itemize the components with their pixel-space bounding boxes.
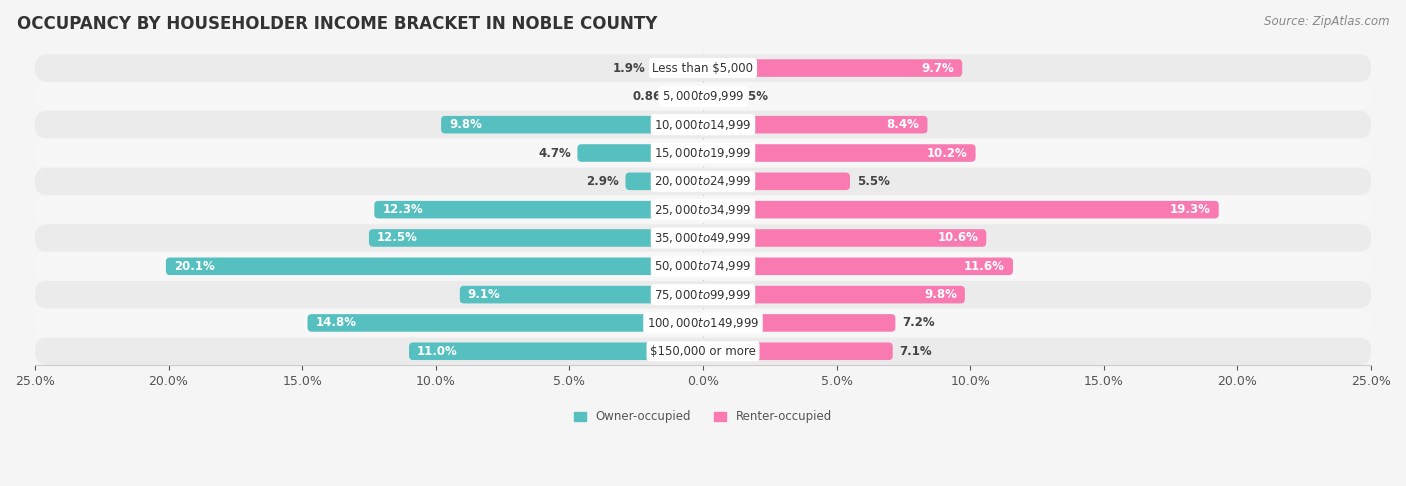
Text: 1.9%: 1.9%: [613, 62, 645, 74]
FancyBboxPatch shape: [35, 111, 1371, 139]
FancyBboxPatch shape: [409, 343, 703, 360]
Text: 19.3%: 19.3%: [1170, 203, 1211, 216]
Text: $75,000 to $99,999: $75,000 to $99,999: [654, 288, 752, 302]
FancyBboxPatch shape: [35, 196, 1371, 223]
Text: 9.8%: 9.8%: [449, 118, 482, 131]
Text: 2.9%: 2.9%: [586, 175, 619, 188]
FancyBboxPatch shape: [35, 83, 1371, 110]
Text: $150,000 or more: $150,000 or more: [650, 345, 756, 358]
Text: $15,000 to $19,999: $15,000 to $19,999: [654, 146, 752, 160]
FancyBboxPatch shape: [703, 87, 720, 105]
FancyBboxPatch shape: [703, 59, 962, 77]
Text: $10,000 to $14,999: $10,000 to $14,999: [654, 118, 752, 132]
FancyBboxPatch shape: [703, 173, 851, 190]
FancyBboxPatch shape: [368, 229, 703, 247]
FancyBboxPatch shape: [35, 225, 1371, 252]
FancyBboxPatch shape: [578, 144, 703, 162]
Text: 14.8%: 14.8%: [315, 316, 357, 330]
Text: 7.2%: 7.2%: [903, 316, 935, 330]
Text: 0.65%: 0.65%: [727, 90, 768, 103]
FancyBboxPatch shape: [35, 281, 1371, 308]
Text: 5.5%: 5.5%: [856, 175, 890, 188]
Text: 9.8%: 9.8%: [924, 288, 957, 301]
FancyBboxPatch shape: [681, 87, 703, 105]
Text: 12.5%: 12.5%: [377, 231, 418, 244]
FancyBboxPatch shape: [703, 116, 928, 134]
Text: 4.7%: 4.7%: [538, 146, 571, 159]
Text: 9.1%: 9.1%: [468, 288, 501, 301]
FancyBboxPatch shape: [441, 116, 703, 134]
Text: 8.4%: 8.4%: [887, 118, 920, 131]
Text: $35,000 to $49,999: $35,000 to $49,999: [654, 231, 752, 245]
Text: $50,000 to $74,999: $50,000 to $74,999: [654, 260, 752, 273]
FancyBboxPatch shape: [35, 253, 1371, 280]
Text: 12.3%: 12.3%: [382, 203, 423, 216]
Text: $100,000 to $149,999: $100,000 to $149,999: [647, 316, 759, 330]
Text: 11.0%: 11.0%: [418, 345, 458, 358]
Text: 7.1%: 7.1%: [900, 345, 932, 358]
FancyBboxPatch shape: [35, 309, 1371, 336]
FancyBboxPatch shape: [460, 286, 703, 303]
FancyBboxPatch shape: [703, 343, 893, 360]
FancyBboxPatch shape: [374, 201, 703, 218]
FancyBboxPatch shape: [35, 338, 1371, 365]
FancyBboxPatch shape: [652, 59, 703, 77]
FancyBboxPatch shape: [703, 201, 1219, 218]
Text: Source: ZipAtlas.com: Source: ZipAtlas.com: [1264, 15, 1389, 28]
FancyBboxPatch shape: [703, 258, 1012, 275]
FancyBboxPatch shape: [626, 173, 703, 190]
Text: $25,000 to $34,999: $25,000 to $34,999: [654, 203, 752, 217]
Text: 0.86%: 0.86%: [633, 90, 673, 103]
FancyBboxPatch shape: [703, 286, 965, 303]
Legend: Owner-occupied, Renter-occupied: Owner-occupied, Renter-occupied: [569, 406, 837, 428]
Text: 11.6%: 11.6%: [965, 260, 1005, 273]
Text: 10.2%: 10.2%: [927, 146, 967, 159]
Text: Less than $5,000: Less than $5,000: [652, 62, 754, 74]
FancyBboxPatch shape: [703, 229, 986, 247]
Text: $20,000 to $24,999: $20,000 to $24,999: [654, 174, 752, 189]
Text: 10.6%: 10.6%: [938, 231, 979, 244]
Text: 20.1%: 20.1%: [174, 260, 215, 273]
FancyBboxPatch shape: [35, 54, 1371, 82]
Text: OCCUPANCY BY HOUSEHOLDER INCOME BRACKET IN NOBLE COUNTY: OCCUPANCY BY HOUSEHOLDER INCOME BRACKET …: [17, 15, 657, 33]
FancyBboxPatch shape: [35, 139, 1371, 167]
FancyBboxPatch shape: [703, 144, 976, 162]
Text: 9.7%: 9.7%: [921, 62, 955, 74]
Text: $5,000 to $9,999: $5,000 to $9,999: [662, 89, 744, 104]
FancyBboxPatch shape: [703, 314, 896, 332]
FancyBboxPatch shape: [166, 258, 703, 275]
FancyBboxPatch shape: [308, 314, 703, 332]
FancyBboxPatch shape: [35, 168, 1371, 195]
